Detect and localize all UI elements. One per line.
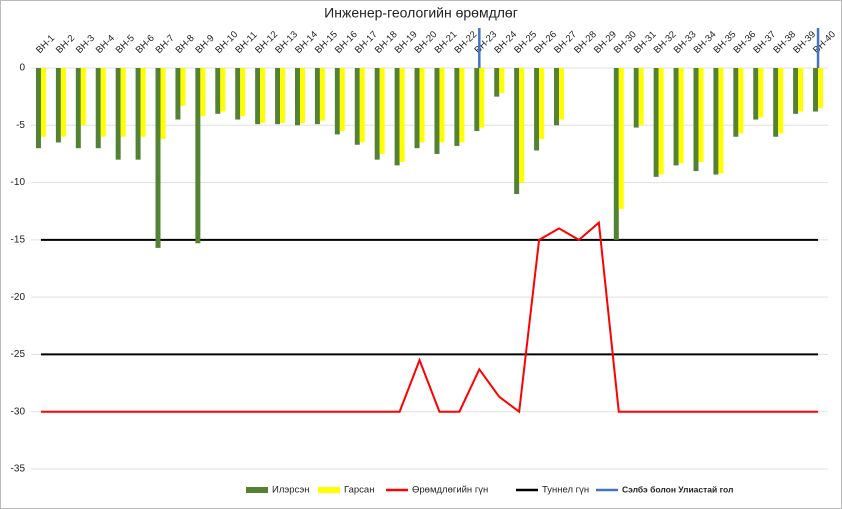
bar <box>738 68 744 134</box>
bar <box>359 68 365 143</box>
bar <box>175 68 181 120</box>
bar <box>638 68 644 126</box>
legend-swatch <box>318 487 340 493</box>
bar <box>299 68 305 123</box>
bar <box>419 68 425 143</box>
y-tick-label: -25 <box>11 349 26 360</box>
bar <box>75 68 81 149</box>
bar <box>394 68 400 166</box>
bar <box>120 68 126 137</box>
y-tick-label: -30 <box>11 406 26 417</box>
bar <box>240 68 246 117</box>
bar <box>215 68 221 114</box>
legend-label: Өрөмдлөгийн гүн <box>412 485 488 496</box>
bar <box>374 68 380 160</box>
bar <box>519 68 525 183</box>
bar <box>115 68 121 160</box>
bar <box>180 68 186 106</box>
bar <box>693 68 699 172</box>
bar <box>494 68 500 97</box>
bar <box>474 68 480 132</box>
bar <box>678 68 684 164</box>
bar <box>319 68 325 121</box>
bar <box>220 68 226 112</box>
bar <box>618 68 624 209</box>
bar <box>35 68 41 149</box>
legend-label: Илэрсэн <box>272 485 309 496</box>
bar <box>818 68 824 109</box>
bar <box>773 68 779 137</box>
bar <box>55 68 61 143</box>
bar <box>633 68 639 128</box>
bar <box>653 68 659 177</box>
bar <box>354 68 360 145</box>
bar <box>399 68 405 162</box>
bar <box>95 68 101 149</box>
bar <box>479 68 485 128</box>
bar <box>80 68 86 126</box>
legend-label: Гарсан <box>344 485 374 496</box>
bar <box>758 68 764 118</box>
bar <box>260 68 266 123</box>
y-tick-label: -5 <box>16 120 25 131</box>
legend-label: Сэлбэ болон Улиастай гол <box>622 484 733 494</box>
bar <box>40 68 46 137</box>
bar <box>275 68 281 125</box>
chart-title: Инженер-геологийн өрөмдлөг <box>324 5 518 21</box>
bar <box>798 68 804 112</box>
bar <box>414 68 420 149</box>
bar <box>160 68 166 140</box>
bar <box>339 68 345 132</box>
y-tick-label: -10 <box>11 177 26 188</box>
bar <box>778 68 784 134</box>
bar <box>713 68 719 175</box>
bar <box>499 68 505 94</box>
bar <box>534 68 540 151</box>
bar <box>454 68 460 146</box>
bar <box>135 68 141 160</box>
bar <box>314 68 320 125</box>
bar <box>718 68 724 174</box>
legend-swatch <box>246 487 268 493</box>
bar <box>155 68 161 248</box>
bar <box>195 68 201 244</box>
bar <box>698 68 704 162</box>
bar <box>255 68 261 125</box>
bar <box>733 68 739 137</box>
bar <box>235 68 241 120</box>
bar <box>793 68 799 114</box>
bar <box>658 68 664 175</box>
bar <box>140 68 146 137</box>
bar <box>379 68 385 154</box>
bar <box>514 68 520 195</box>
bar <box>459 68 465 143</box>
y-tick-label: -15 <box>11 234 26 245</box>
bar <box>280 68 286 123</box>
bar <box>559 68 565 120</box>
bar <box>334 68 340 135</box>
bar <box>753 68 759 120</box>
bar <box>613 68 619 240</box>
bar <box>294 68 300 126</box>
bar <box>673 68 679 166</box>
y-tick-label: -35 <box>11 464 26 475</box>
bar <box>439 68 445 143</box>
y-tick-label: -20 <box>11 292 26 303</box>
bar <box>200 68 206 117</box>
bar <box>100 68 106 137</box>
bar <box>60 68 66 137</box>
bar <box>539 68 545 140</box>
line <box>40 220 819 414</box>
legend-label: Туннел гүн <box>542 485 589 496</box>
bar <box>434 68 440 154</box>
bar <box>813 68 819 112</box>
bar <box>554 68 560 126</box>
y-tick-label: 0 <box>19 63 25 74</box>
